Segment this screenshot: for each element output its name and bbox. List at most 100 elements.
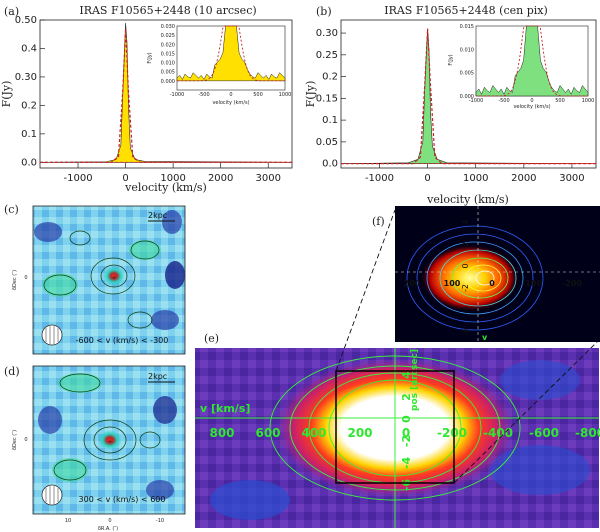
panel-b-inset-ticks: -1000 -500 0 500 1000 0.000 0.005 0.010 0.015 <box>460 24 595 104</box>
inset-y-tick-label: 0.020 <box>161 42 175 48</box>
panel-c-map: (c) + 2kpc -600 < v (km/s) <box>4 203 186 355</box>
x-tick-label: 2000 <box>208 173 233 184</box>
panel-d-beam <box>41 484 63 506</box>
panel-a-label: (a) <box>4 5 19 18</box>
panel-c-beam <box>41 324 63 346</box>
x-tick-label: 2000 <box>511 173 536 184</box>
panel-d-patch <box>52 458 88 482</box>
panel-e-velocity-tick: 200 <box>347 426 372 440</box>
panel-a-title: IRAS F10565+2448 (10 arcsec) <box>79 4 256 17</box>
panel-b-label: (b) <box>316 5 332 18</box>
panel-c-label: (c) <box>4 203 19 216</box>
x-tick-label: 0 <box>424 173 430 184</box>
x-tick-label: 0 <box>122 173 128 184</box>
inset-x-tick-label: -500 <box>198 92 209 98</box>
panel-f-position-tick: 4 <box>461 219 470 224</box>
panel-c-contour <box>90 257 136 295</box>
panel-d-patch <box>153 396 177 424</box>
panel-f-position-tick: -4 <box>461 306 470 314</box>
panel-c-beam-hatch <box>45 326 59 344</box>
x-tick-label: -1000 <box>64 173 93 184</box>
panel-f-v-label: v <box>482 333 488 342</box>
panel-d-xticks: 10 0 -10 <box>65 518 164 524</box>
panel-c-contour <box>127 311 153 329</box>
panel-c-contour <box>130 240 160 260</box>
panel-f-velocity-tick: -100 <box>522 279 542 288</box>
zoom-connector-right <box>453 339 600 484</box>
y-tick-label: 0.25 <box>316 50 338 61</box>
inset-x-tick-label: 500 <box>555 98 565 104</box>
panel-b-spectrum: (b) IRAS F10565+2448 (cen pix) -1000 0 100… <box>304 4 597 206</box>
y-tick-label: 0.05 <box>316 137 338 148</box>
panel-e-velocity-label: v [km/s] <box>200 402 250 415</box>
y-tick-label: 0.4 <box>21 43 37 54</box>
inset-x-tick-label: 0 <box>229 92 232 98</box>
panel-b-ylabel: F(Jy) <box>304 81 317 108</box>
y-tick-label: 0.1 <box>21 129 37 140</box>
panel-d-patch <box>58 373 102 393</box>
inset-x-tick-label: -1000 <box>469 98 484 104</box>
inset-y-tick-label: 0.030 <box>161 24 175 30</box>
inset-x-tick-label: -500 <box>498 98 509 104</box>
panel-d-xtick-label: -10 <box>156 518 164 524</box>
panel-f-position-tick: -6 <box>461 328 470 336</box>
panel-e-velocity-tick: -800 <box>575 426 600 440</box>
panel-c-emission-peak <box>103 266 125 286</box>
inset-y-tick-label: 0.000 <box>460 94 474 100</box>
y-tick-label: 0.0 <box>322 159 338 170</box>
panel-d-label: (d) <box>4 365 20 378</box>
panel-e-patch <box>500 360 580 400</box>
inset-y-tick-label: 0.005 <box>460 71 474 77</box>
panel-f-emission <box>420 244 520 312</box>
panel-c-ytick: 0 <box>24 275 27 281</box>
inset-y-tick-label: 0.000 <box>161 79 175 85</box>
y-tick-label: 0.1 <box>322 115 338 126</box>
panel-c-patch <box>162 210 182 234</box>
inset-y-tick-label: 0.015 <box>161 51 175 57</box>
panel-c-noise-patches <box>34 210 185 330</box>
inset-y-tick-label: 0.015 <box>460 24 474 30</box>
y-tick-label: 0.2 <box>21 100 37 111</box>
panel-b-inset-xlabel: velocity (km/s) <box>513 104 550 110</box>
y-tick-label: 0.0 <box>21 157 37 168</box>
panel-f-contour <box>406 225 544 331</box>
panel-d-ylabel: δDec (″) <box>12 430 18 450</box>
panel-b-gaussian-fit <box>341 28 596 165</box>
panel-c-patch <box>151 310 179 330</box>
panel-d-emission-peak <box>98 430 122 450</box>
panel-e-velocity-tick: 600 <box>255 426 280 440</box>
panel-d-patch <box>146 480 174 500</box>
panel-f-contour <box>416 233 534 323</box>
panel-f-zoom-map: (f) 200 100 0 -100 -200 4 2 0 -2 -4 -6 v <box>372 206 600 342</box>
inset-y-tick-label: 0.010 <box>460 47 474 53</box>
panel-f-contour <box>475 270 495 286</box>
panel-e-position-label: pos [arcsec] <box>410 349 420 411</box>
panel-b-axes: -1000 0 1000 2000 3000 0.0 0.05 0.1 0.15 0.2 0.25 0… <box>316 28 585 184</box>
panel-c-patch <box>165 261 185 289</box>
x-tick-label: -1000 <box>365 173 394 184</box>
panel-b-xlabel: velocity (km/s) <box>426 193 509 206</box>
inset-x-tick-label: 1000 <box>279 92 292 98</box>
panel-f-velocity-tick: 200 <box>404 279 421 288</box>
inset-y-tick-label: 0.005 <box>161 70 175 76</box>
inset-x-tick-label: 500 <box>253 92 263 98</box>
panel-e-velocity-tick: 0 <box>402 426 410 440</box>
panel-f-contour <box>426 241 524 315</box>
panel-d-map: (d) + 2kpc 300 < v (km/s) < 600 δDec <box>4 365 186 532</box>
panel-c-patch <box>42 273 78 297</box>
panel-e-position-tick: 2 <box>400 393 413 401</box>
inset-x-tick-label: -1000 <box>170 92 185 98</box>
panel-a-axes: -1000 0 1000 2000 3000 0.0 0.1 0.2 0.30 0.4 0.50 <box>15 15 281 184</box>
panel-e-velocity-tick: -200 <box>437 426 467 440</box>
panel-c-peak-marker: + <box>112 275 116 281</box>
panel-c-scale-label: 2kpc <box>148 211 167 220</box>
panel-e-velocity-tick: -400 <box>483 426 513 440</box>
panel-d-contour <box>83 419 137 461</box>
panel-b-title: IRAS F10565+2448 (cen pix) <box>384 4 548 17</box>
panel-e-patch <box>490 445 590 495</box>
panel-a-ylabel: F(Jy) <box>0 81 13 108</box>
panel-b-inset-ylabel: F(Jy) <box>448 54 454 65</box>
panel-f-position-tick: -2 <box>461 284 470 292</box>
panel-d-contour <box>53 459 87 481</box>
panel-d-contour <box>139 431 161 449</box>
